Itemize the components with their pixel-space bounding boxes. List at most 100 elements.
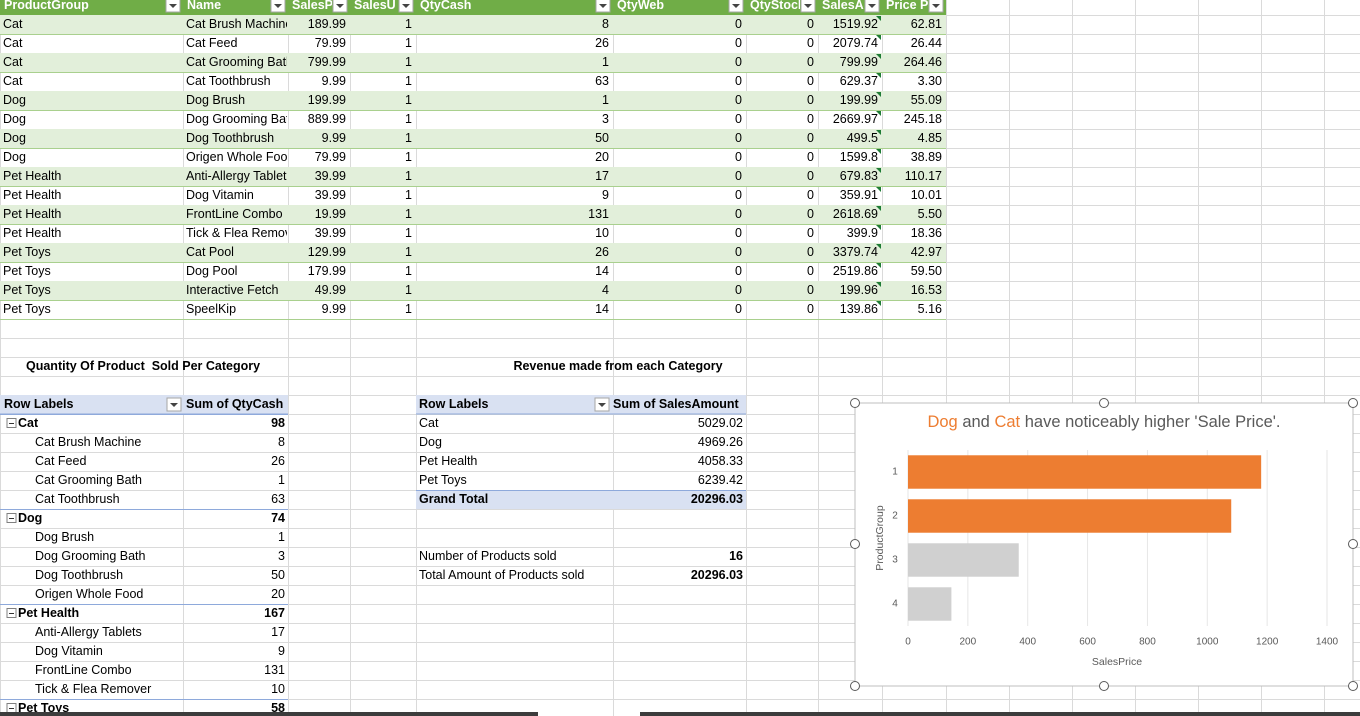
table-cell: 9 <box>602 188 609 202</box>
error-flag <box>876 130 881 135</box>
table-cell: Pet Health <box>3 207 61 221</box>
table-cell: 63 <box>595 74 609 88</box>
pivot-header-bg <box>0 395 288 414</box>
resize-handle[interactable] <box>1348 681 1358 691</box>
table-cell: 0 <box>807 55 814 69</box>
filter-arrow <box>804 4 812 8</box>
chart-title-segment: Dog <box>927 413 957 431</box>
table-cell: Cat <box>3 74 23 88</box>
table-cell: Pet Toys <box>3 245 51 259</box>
table-cell: 0 <box>735 264 742 278</box>
band-row <box>0 281 946 300</box>
bar <box>908 455 1262 489</box>
pivot-row-label: Pet Health <box>419 454 477 468</box>
table-cell: 0 <box>807 17 814 31</box>
table-cell: 1 <box>405 245 412 259</box>
column-header: ProductGroup <box>4 0 89 12</box>
pivot-item-value: 131 <box>264 663 285 677</box>
table-cell: 17 <box>595 169 609 183</box>
chart-title-segment: have noticeably higher 'Sale Price'. <box>1020 413 1280 431</box>
pivot-item-value: 1 <box>278 530 285 544</box>
table-cell: 9.99 <box>322 302 346 316</box>
pivot-item-label: Dog Brush <box>35 530 94 544</box>
error-flag <box>876 206 881 211</box>
error-flag <box>876 111 881 116</box>
resize-handle[interactable] <box>1099 398 1109 408</box>
pivot-header-bg <box>416 395 746 414</box>
table-cell: 0 <box>807 112 814 126</box>
summary-label: Number of Products sold <box>419 549 557 563</box>
table-cell: 0 <box>735 17 742 31</box>
table-cell: Cat <box>3 17 23 31</box>
pivot-item-label: Dog Toothbrush <box>35 568 123 582</box>
table-cell: 0 <box>735 150 742 164</box>
table-cell: 26 <box>595 36 609 50</box>
grand-total-bg <box>416 490 746 509</box>
error-flag <box>876 168 881 173</box>
table-cell: 42.97 <box>911 245 942 259</box>
x-tick-label: 400 <box>1019 637 1036 648</box>
table-cell: Pet Toys <box>3 302 51 316</box>
table-cell: 199.99 <box>840 93 878 107</box>
filter-arrow <box>868 4 876 8</box>
error-flag <box>876 263 881 268</box>
table-cell: 0 <box>807 150 814 164</box>
y-tick-label: 3 <box>892 555 898 566</box>
table-cell: 0 <box>807 36 814 50</box>
pivot-item-value: 1 <box>278 473 285 487</box>
table-cell: 2618.69 <box>833 207 878 221</box>
band-row <box>0 243 946 262</box>
table-cell: 1 <box>405 36 412 50</box>
resize-handle[interactable] <box>1099 681 1109 691</box>
chart-title-segment: Cat <box>994 413 1020 431</box>
chart-title-segment: and <box>958 413 995 431</box>
table-cell: 1 <box>405 150 412 164</box>
table-cell: 2669.97 <box>833 112 878 126</box>
table-cell: 179.99 <box>308 264 346 278</box>
table-cell: 4 <box>602 283 609 297</box>
filter-arrow <box>932 4 940 8</box>
error-flag <box>876 92 881 97</box>
pivot-row-value: 6239.42 <box>698 473 743 487</box>
table-cell: 245.18 <box>904 112 942 126</box>
table-cell: 0 <box>807 93 814 107</box>
column-header: QtyCash <box>420 0 471 12</box>
resize-handle[interactable] <box>850 398 860 408</box>
table-cell: 0 <box>735 93 742 107</box>
resize-handle[interactable] <box>1348 398 1358 408</box>
bar <box>908 543 1019 577</box>
column-header: SalesU <box>354 0 396 12</box>
error-flag <box>876 225 881 230</box>
table-cell: 0 <box>735 36 742 50</box>
table-cell: 62.81 <box>911 17 942 31</box>
table-header-bg <box>0 0 946 15</box>
resize-handle[interactable] <box>1348 539 1358 549</box>
table-cell: 3 <box>602 112 609 126</box>
scrollbar-strip <box>0 712 538 716</box>
pivot-header: Row Labels <box>419 397 489 411</box>
y-tick-label: 2 <box>892 511 898 522</box>
pivot-row-value: 5029.02 <box>698 416 743 430</box>
filter-arrow <box>274 4 282 8</box>
table-cell: 1 <box>405 207 412 221</box>
resize-handle[interactable] <box>850 681 860 691</box>
pivot-group-total: 98 <box>271 416 285 430</box>
pivot-row-label: Pet Toys <box>419 473 467 487</box>
table-cell: 629.37 <box>840 74 878 88</box>
table-cell: 3.30 <box>918 74 942 88</box>
column-header: SalesA <box>822 0 864 12</box>
table-cell: 1 <box>405 17 412 31</box>
pivot-item-value: 10 <box>271 682 285 696</box>
table-cell: 1599.8 <box>840 150 878 164</box>
error-flag <box>876 54 881 59</box>
pivot-header: Sum of QtyCash <box>186 397 283 411</box>
table-cell: 131 <box>588 207 609 221</box>
resize-handle[interactable] <box>850 539 860 549</box>
pivot-group-label: Pet Toys <box>18 701 69 715</box>
table-cell: Cat Brush Machine <box>186 17 292 31</box>
table-cell: Cat Pool <box>186 245 234 259</box>
pivot-item-value: 9 <box>278 644 285 658</box>
table-cell: 129.99 <box>308 245 346 259</box>
column-header: Price P <box>886 0 928 12</box>
table-cell: 0 <box>735 169 742 183</box>
